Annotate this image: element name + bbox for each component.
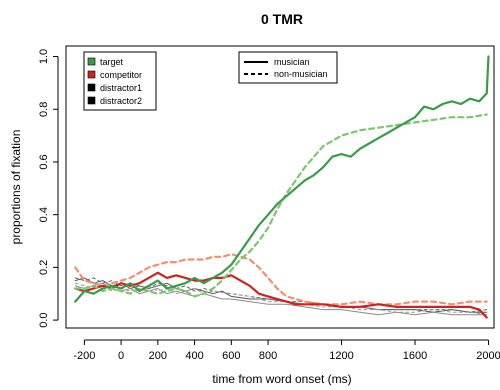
series-line-distractor1-non-musician <box>74 277 488 313</box>
x-tick-label: 600 <box>222 350 240 362</box>
legend-swatch-distractor1 <box>87 83 96 92</box>
x-tick-label: -200 <box>73 350 95 362</box>
legend-label-distractor1: distractor1 <box>100 83 142 93</box>
y-axis-label: proportions of fixation <box>9 130 23 245</box>
plot-frame <box>65 45 495 329</box>
y-tick-label: 0.4 <box>38 207 50 222</box>
series-legend-box <box>83 51 157 111</box>
x-tick-label: 400 <box>185 350 203 362</box>
y-tick-label: 0.8 <box>38 102 50 117</box>
series-legend: target competitor distractor1 distractor… <box>83 51 157 111</box>
legend-swatch-competitor <box>87 70 96 79</box>
x-tick-label: 2000 <box>476 350 500 362</box>
y-tick-label: 0.6 <box>38 154 50 169</box>
series-line-competitor-non-musician <box>74 253 488 306</box>
x-tick-label: 0 <box>118 350 124 362</box>
legend-swatch-target <box>87 57 96 66</box>
legend-swatch-distractor2 <box>87 96 96 105</box>
legend-label-competitor: competitor <box>100 70 142 80</box>
legend-label-non-musician: non-musician <box>274 69 328 79</box>
legend-label-distractor2: distractor2 <box>100 96 142 106</box>
x-tick-label: 800 <box>259 350 277 362</box>
y-tick-label: 0.0 <box>38 312 50 327</box>
series-line-target-musician <box>74 55 490 303</box>
group-legend-box <box>238 51 338 84</box>
x-tick-label: 1600 <box>403 350 427 362</box>
x-tick-label: 1200 <box>329 350 353 362</box>
x-axis: -200 0 200 400 600 800 1200 1600 2000 <box>73 339 500 362</box>
chart-title: 0 TMR <box>261 11 303 27</box>
series-line-competitor-musician <box>74 271 488 319</box>
y-tick-label: 0.2 <box>38 260 50 275</box>
y-axis: 0.0 0.2 0.4 0.6 0.8 1.0 <box>38 49 59 328</box>
series-line-target-non-musician <box>74 113 488 298</box>
legend-label-target: target <box>100 57 124 67</box>
x-axis-label: time from word onset (ms) <box>212 372 351 386</box>
legend-label-musician: musician <box>274 57 310 67</box>
series-layer <box>74 55 490 319</box>
x-tick-label: 200 <box>149 350 167 362</box>
group-legend: musician non-musician <box>238 51 338 84</box>
y-tick-label: 1.0 <box>38 49 50 64</box>
